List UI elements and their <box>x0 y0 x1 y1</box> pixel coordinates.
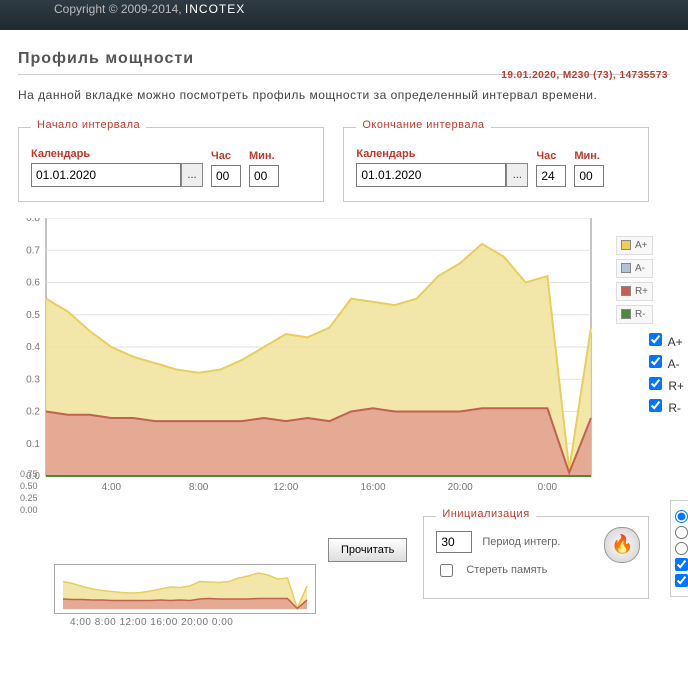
device-meta: 19.01.2020, M230 (73), 14735573 <box>501 70 668 81</box>
interval-end-fieldset: Окончание интервала Календарь ... Час Ми… <box>343 127 649 202</box>
interval-end-legend: Окончание интервала <box>356 119 490 131</box>
svg-text:0:00: 0:00 <box>538 482 558 493</box>
end-calendar-picker-button[interactable]: ... <box>506 163 528 187</box>
erase-label: Стереть память <box>466 564 547 576</box>
right-radio-3[interactable] <box>675 542 688 555</box>
svg-text:0.6: 0.6 <box>26 277 40 288</box>
svg-text:0.1: 0.1 <box>26 438 40 449</box>
end-calendar-label: Календарь <box>356 148 528 160</box>
right-radio-1[interactable] <box>675 510 688 523</box>
svg-text:4:00: 4:00 <box>102 482 122 493</box>
end-min-input[interactable] <box>574 165 604 187</box>
toggle-a-minus[interactable]: A- <box>645 352 684 371</box>
flame-icon: 🔥 <box>611 534 633 555</box>
interval-start-fieldset: Начало интервала Календарь ... Час Мин. <box>18 127 324 202</box>
start-min-input[interactable] <box>249 165 279 187</box>
svg-text:0.4: 0.4 <box>26 342 40 353</box>
right-check-2[interactable] <box>675 574 688 587</box>
start-hour-input[interactable] <box>211 165 241 187</box>
interval-start-legend: Начало интервала <box>31 119 146 131</box>
start-min-label: Мин. <box>249 150 279 162</box>
svg-text:8:00: 8:00 <box>189 482 209 493</box>
svg-text:0.8: 0.8 <box>26 218 40 224</box>
period-input[interactable] <box>436 531 472 553</box>
toggle-r-plus[interactable]: R+ <box>645 374 684 393</box>
header: Copyright © 2009-2014, INCOTEX <box>0 0 688 30</box>
right-check-1[interactable] <box>675 558 688 571</box>
period-label: Период интегр. <box>482 536 560 548</box>
svg-text:0.2: 0.2 <box>26 406 40 417</box>
end-hour-input[interactable] <box>536 165 566 187</box>
svg-text:20:00: 20:00 <box>448 482 473 493</box>
start-hour-label: Час <box>211 150 241 162</box>
end-min-label: Мин. <box>574 150 604 162</box>
svg-text:0.7: 0.7 <box>26 245 40 256</box>
series-toggle-group: A+ A- R+ R- <box>645 330 684 418</box>
toggle-a-plus[interactable]: A+ <box>645 330 684 349</box>
svg-text:12:00: 12:00 <box>273 482 298 493</box>
start-calendar-label: Календарь <box>31 148 203 160</box>
init-fieldset: Инициализация Период интегр. Стереть пам… <box>423 516 649 599</box>
right-option-group <box>670 500 688 597</box>
svg-text:16:00: 16:00 <box>360 482 385 493</box>
init-legend: Инициализация <box>436 508 535 520</box>
svg-text:0.3: 0.3 <box>26 374 40 385</box>
svg-text:0.5: 0.5 <box>26 309 40 320</box>
init-run-button[interactable]: 🔥 <box>604 527 640 563</box>
end-calendar-input[interactable] <box>356 163 506 187</box>
end-hour-label: Час <box>536 150 566 162</box>
page-title: Профиль мощности <box>18 50 670 68</box>
main-chart: 0.00.10.20.30.40.50.60.70.84:008:0012:00… <box>18 218 653 514</box>
toggle-r-minus[interactable]: R- <box>645 396 684 415</box>
mini-chart: 0.750.500.250.00 4:00 8:00 12:00 16:00 2… <box>18 516 316 628</box>
mini-chart-xlabels: 4:00 8:00 12:00 16:00 20:00 0:00 <box>54 614 316 628</box>
erase-checkbox[interactable] <box>440 564 453 577</box>
copyright-text: Copyright © 2009-2014, <box>54 2 185 16</box>
brand-name: INCOTEX <box>185 2 245 16</box>
start-calendar-picker-button[interactable]: ... <box>181 163 203 187</box>
right-radio-2[interactable] <box>675 526 688 539</box>
read-button[interactable]: Прочитать <box>328 538 407 562</box>
page-description: На данной вкладке можно посмотреть профи… <box>18 85 670 107</box>
series-legend: A+A-R+R- <box>616 236 653 328</box>
start-calendar-input[interactable] <box>31 163 181 187</box>
